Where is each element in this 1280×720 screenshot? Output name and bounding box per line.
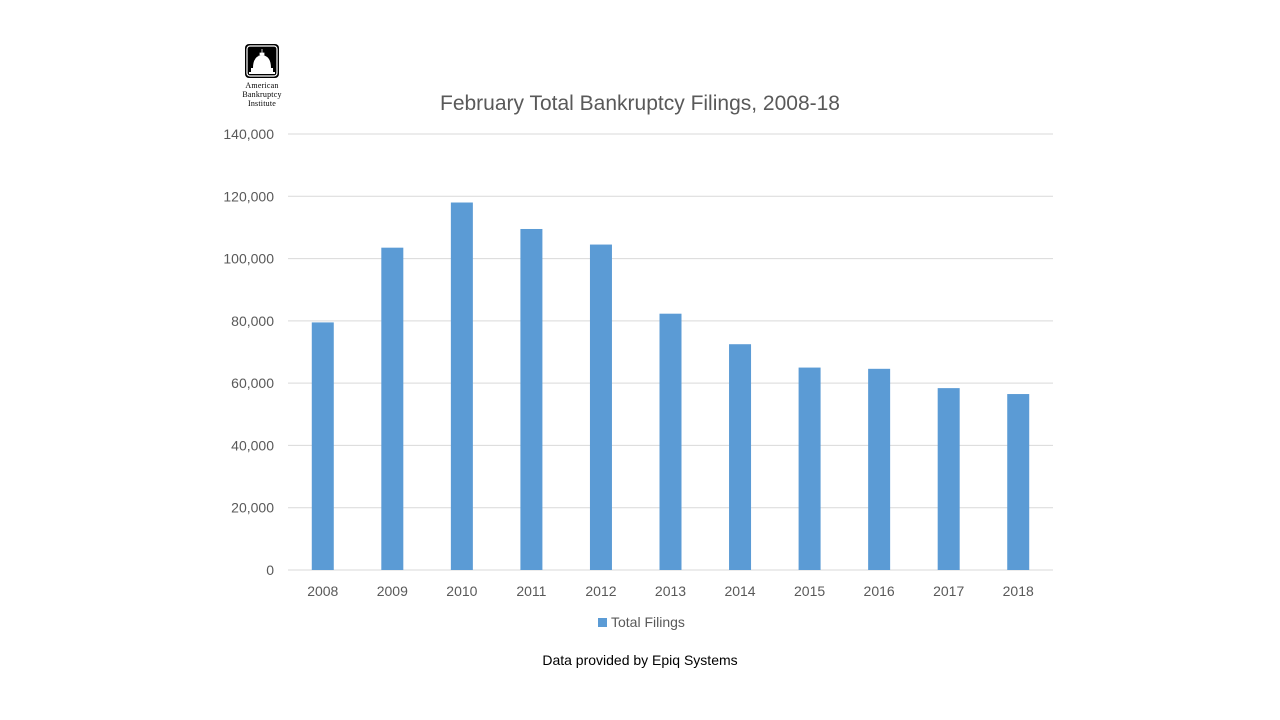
y-tick-label: 20,000 [231,500,274,516]
x-tick-label: 2018 [1003,583,1034,599]
legend-swatch [598,618,607,627]
x-tick-label: 2016 [864,583,895,599]
y-tick-label: 60,000 [231,375,274,391]
y-tick-label: 100,000 [223,251,274,267]
x-tick-label: 2008 [307,583,338,599]
y-tick-label: 40,000 [231,437,274,453]
x-tick-label: 2011 [516,583,546,599]
x-tick-label: 2015 [794,583,825,599]
bar-2012 [589,244,612,571]
bar-2018 [1007,394,1030,570]
y-axis-tick-labels: 0 20,000 40,000 60,000 80,000 100,000 120,000 1… [223,126,274,578]
chart-title: February Total Bankruptcy Filings, 2008-… [440,92,840,115]
bar-2008 [311,322,334,570]
capitol-dome-icon [245,44,279,78]
bar-2016 [868,368,891,570]
abi-logo: American Bankruptcy Institute [226,42,298,110]
bar-2010 [450,202,473,570]
y-tick-label: 80,000 [231,313,274,329]
x-tick-label: 2017 [933,583,964,599]
legend-label: Total Filings [611,614,685,630]
y-tick-label: 140,000 [223,126,274,142]
logo-text-line-3: Institute [247,99,277,108]
bar-2013 [659,313,682,570]
logo-text-line-1: American [245,81,279,90]
bar-2011 [520,228,543,570]
x-tick-label: 2012 [585,583,616,599]
y-tick-label: 0 [266,562,274,578]
bars [311,202,1030,571]
source-note: Data provided by Epiq Systems [542,652,738,668]
y-tick-label: 120,000 [223,188,274,204]
x-axis-tick-labels: 2008 2009 2010 2011 2012 2013 2014 2015 2016 2017… [307,583,1034,599]
bar-2017 [937,388,960,570]
legend: Total Filings [598,614,685,630]
bar-2014 [729,344,752,570]
x-tick-label: 2013 [655,583,686,599]
x-tick-label: 2014 [724,583,755,599]
logo-text-line-2: Bankruptcy [242,90,282,99]
x-tick-label: 2009 [377,583,408,599]
bar-2015 [798,367,821,570]
bar-2009 [381,247,404,570]
x-tick-label: 2010 [446,583,477,599]
